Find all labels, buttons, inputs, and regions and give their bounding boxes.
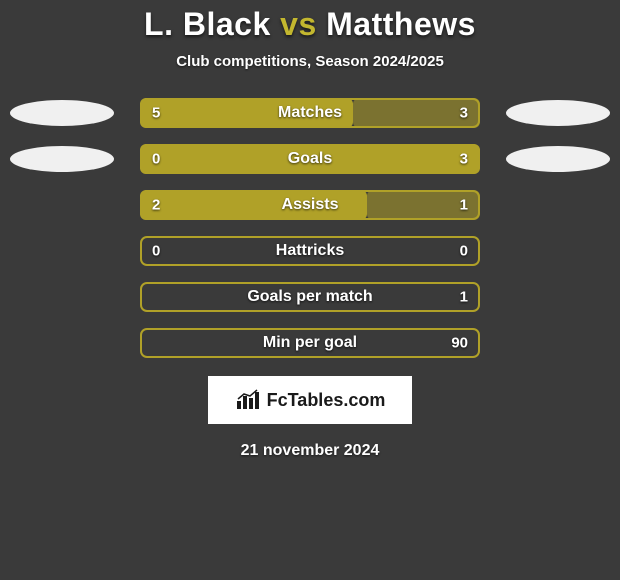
stat-value-right: 3 — [460, 105, 468, 122]
stat-row: 5 3 Matches — [0, 98, 620, 128]
stat-row: 0 3 Goals — [0, 144, 620, 174]
fctables-chart-icon — [235, 389, 261, 411]
ellipse-spacer — [10, 238, 114, 264]
stat-bar: 5 3 Matches — [140, 98, 480, 128]
logo-box: FcTables.com — [208, 376, 412, 424]
title-player1: L. Black — [144, 6, 271, 42]
stat-value-right: 0 — [460, 243, 468, 260]
date-label: 21 november 2024 — [241, 442, 380, 460]
comparison-infographic: L. Black vs Matthews Club competitions, … — [0, 0, 620, 580]
stat-bar: 1 Goals per match — [140, 282, 480, 312]
team-badge-left — [10, 100, 114, 126]
stats-rows: 5 3 Matches 0 3 Goals 2 1 Assists 0 0 Hattricks 1 Goa… — [0, 98, 620, 358]
ellipse-spacer — [506, 192, 610, 218]
stat-bar: 0 3 Goals — [140, 144, 480, 174]
stat-row: 2 1 Assists — [0, 190, 620, 220]
stat-bar: 90 Min per goal — [140, 328, 480, 358]
ellipse-spacer — [10, 284, 114, 310]
ellipse-spacer — [506, 238, 610, 264]
stat-row: 0 0 Hattricks — [0, 236, 620, 266]
stat-value-left: 0 — [152, 243, 160, 260]
ellipse-spacer — [506, 330, 610, 356]
stat-row: 1 Goals per match — [0, 282, 620, 312]
ellipse-spacer — [506, 284, 610, 310]
stat-value-right: 90 — [451, 335, 468, 352]
title-vs: vs — [271, 6, 326, 42]
stat-label: Goals per match — [247, 288, 372, 306]
team-badge-right — [506, 146, 610, 172]
team-badge-right — [506, 100, 610, 126]
stat-label: Matches — [278, 104, 342, 122]
stat-bar: 0 0 Hattricks — [140, 236, 480, 266]
logo-text: FcTables.com — [267, 390, 386, 411]
ellipse-spacer — [10, 192, 114, 218]
stat-label: Min per goal — [263, 334, 357, 352]
page-title: L. Black vs Matthews — [144, 6, 476, 43]
subtitle: Club competitions, Season 2024/2025 — [176, 53, 444, 70]
team-badge-left — [10, 146, 114, 172]
stat-value-left: 2 — [152, 197, 160, 214]
stat-value-right: 1 — [460, 289, 468, 306]
stat-label: Assists — [282, 196, 339, 214]
stat-label: Hattricks — [276, 242, 344, 260]
stat-label: Goals — [288, 150, 332, 168]
stat-value-right: 1 — [460, 197, 468, 214]
title-player2: Matthews — [326, 6, 476, 42]
stat-value-left: 5 — [152, 105, 160, 122]
stat-row: 90 Min per goal — [0, 328, 620, 358]
stat-value-left: 0 — [152, 151, 160, 168]
ellipse-spacer — [10, 330, 114, 356]
stat-bar: 2 1 Assists — [140, 190, 480, 220]
stat-value-right: 3 — [460, 151, 468, 168]
